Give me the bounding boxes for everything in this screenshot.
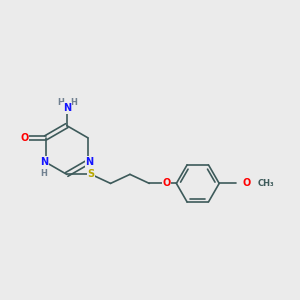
Text: H: H: [70, 98, 77, 107]
Text: S: S: [88, 169, 95, 179]
Text: CH₃: CH₃: [258, 179, 274, 188]
Text: N: N: [63, 103, 71, 113]
Text: O: O: [20, 133, 28, 143]
Text: N: N: [85, 157, 93, 167]
Text: H: H: [41, 169, 48, 178]
Text: O: O: [162, 178, 171, 188]
Text: H: H: [57, 98, 64, 107]
Text: N: N: [40, 157, 48, 167]
Text: O: O: [243, 178, 251, 188]
